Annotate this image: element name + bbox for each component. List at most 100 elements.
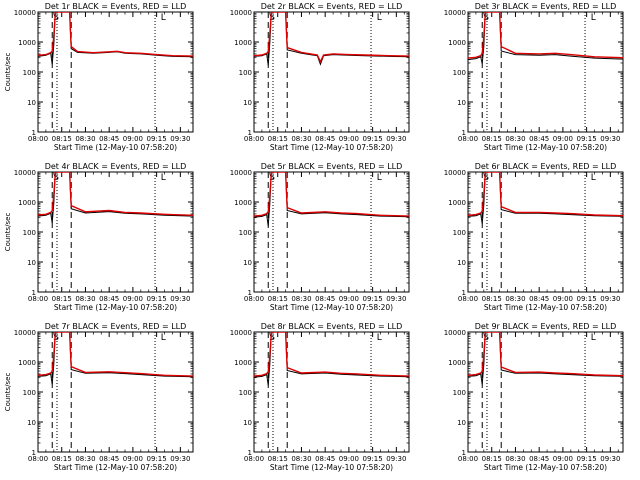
y-tick-label: 1000	[234, 39, 252, 47]
x-axis-label: Start Time (12-May-10 07:58:20)	[484, 303, 607, 312]
y-tick-label: 1000	[448, 199, 466, 207]
x-tick-label: 09:30	[600, 135, 620, 143]
y-tick-label: 1	[462, 449, 466, 457]
y-tick-label: 100	[453, 69, 466, 77]
series-group	[254, 12, 409, 66]
y-tick-label: 10000	[230, 329, 252, 337]
y-tick-label: 1	[462, 129, 466, 137]
x-tick-label: 08:15	[482, 455, 502, 463]
series-group	[468, 172, 623, 224]
marker-letter: L	[591, 13, 596, 23]
chart-title: Det 4r BLACK = Events, RED = LLD	[45, 162, 187, 171]
x-tick-label: 09:30	[170, 135, 190, 143]
x-tick-label: 09:00	[123, 135, 143, 143]
chart-title: Det 1r BLACK = Events, RED = LLD	[45, 2, 187, 11]
y-tick-label: 10000	[444, 169, 466, 177]
x-axis-label: Start Time (12-May-10 07:58:20)	[54, 143, 177, 152]
series-line-lld	[468, 332, 623, 377]
y-tick-label: 100	[453, 229, 466, 237]
chart-panel-4: Det 4r BLACK = Events, RED = LLD 1 10 100 10…	[4, 162, 194, 312]
chart-panel-2: Det 2r BLACK = Events, RED = LLD 1 10 100 10…	[230, 2, 410, 152]
y-tick-label: 1000	[234, 359, 252, 367]
chart-title: Det 2r BLACK = Events, RED = LLD	[261, 2, 403, 11]
marker-letter: S	[269, 13, 275, 23]
x-axis-label: Start Time (12-May-10 07:58:20)	[270, 143, 393, 152]
plot-frame	[467, 171, 624, 293]
y-tick-label: 1	[248, 289, 252, 297]
y-axis-label: Counts/sec	[4, 53, 12, 92]
x-tick-label: 08:00	[458, 295, 478, 303]
y-tick-label: 10	[457, 99, 466, 107]
x-axis-label: Start Time (12-May-10 07:58:20)	[484, 463, 607, 472]
x-tick-label: 08:45	[315, 455, 335, 463]
y-axis-label: Counts/sec	[4, 373, 12, 412]
marker-letter: L	[161, 333, 166, 343]
x-tick-label: 09:00	[123, 295, 143, 303]
x-tick-label: 08:15	[52, 135, 72, 143]
x-tick-label: 08:30	[75, 295, 95, 303]
plot-frame	[253, 331, 410, 453]
y-tick-label: 10	[243, 419, 252, 427]
y-tick-label: 10000	[14, 9, 36, 17]
x-tick-label: 08:00	[458, 135, 478, 143]
x-axis-label: Start Time (12-May-10 07:58:20)	[54, 463, 177, 472]
plot-frame	[467, 11, 624, 133]
chart-panel-3: Det 3r BLACK = Events, RED = LLD 1 10 100 10…	[444, 2, 624, 152]
x-tick-label: 09:30	[600, 455, 620, 463]
marker-letter: S	[53, 13, 59, 23]
y-tick-label: 1	[32, 449, 36, 457]
marker-letter: S	[483, 13, 489, 23]
y-tick-label: 1	[32, 289, 36, 297]
y-tick-label: 1	[248, 129, 252, 137]
series-group	[254, 172, 409, 226]
y-tick-label: 1	[248, 449, 252, 457]
x-tick-label: 08:00	[244, 455, 264, 463]
series-line-events	[254, 12, 409, 66]
x-tick-label: 09:00	[553, 295, 573, 303]
y-tick-label: 1	[462, 289, 466, 297]
plot-frame	[467, 331, 624, 453]
chart-panel-6: Det 6r BLACK = Events, RED = LLD 1 10 100 10…	[444, 162, 624, 312]
series-line-lld	[254, 12, 409, 64]
x-tick-label: 09:30	[600, 295, 620, 303]
chart-title: Det 5r BLACK = Events, RED = LLD	[261, 162, 403, 171]
marker-letter: S	[483, 333, 489, 343]
plot-frame	[253, 11, 410, 133]
series-line-events	[38, 172, 193, 224]
x-tick-label: 09:15	[577, 455, 597, 463]
x-tick-label: 08:45	[315, 135, 335, 143]
chart-panel-1: Det 1r BLACK = Events, RED = LLD 1 10 100 10…	[4, 2, 194, 152]
y-tick-label: 100	[239, 69, 252, 77]
x-tick-label: 09:15	[147, 455, 167, 463]
series-line-lld	[38, 12, 193, 57]
y-tick-label: 10	[457, 259, 466, 267]
y-tick-label: 100	[239, 229, 252, 237]
y-tick-label: 100	[23, 229, 36, 237]
chart-title: Det 7r BLACK = Events, RED = LLD	[45, 322, 187, 331]
series-line-lld	[254, 332, 409, 377]
series-line-lld	[38, 332, 193, 377]
x-tick-label: 08:45	[99, 295, 119, 303]
x-tick-label: 09:15	[147, 135, 167, 143]
chart-panel-9: Det 9r BLACK = Events, RED = LLD 1 10 100 10…	[444, 322, 624, 472]
chart-title: Det 6r BLACK = Events, RED = LLD	[475, 162, 617, 171]
series-group	[38, 12, 193, 65]
series-line-lld	[468, 172, 623, 217]
plot-frame	[253, 171, 410, 293]
x-axis-label: Start Time (12-May-10 07:58:20)	[54, 303, 177, 312]
x-tick-label: 08:15	[268, 135, 288, 143]
x-tick-label: 08:45	[99, 455, 119, 463]
marker-letter: S	[53, 173, 59, 183]
series-group	[254, 332, 409, 386]
x-tick-label: 08:15	[52, 295, 72, 303]
x-tick-label: 08:30	[291, 135, 311, 143]
marker-letter: L	[377, 173, 382, 183]
x-tick-label: 08:30	[291, 455, 311, 463]
x-tick-label: 09:00	[339, 455, 359, 463]
chart-panel-7: Det 7r BLACK = Events, RED = LLD 1 10 100 10…	[4, 322, 194, 472]
series-line-events	[38, 12, 193, 65]
x-tick-label: 08:15	[482, 295, 502, 303]
y-tick-label: 1000	[18, 359, 36, 367]
x-tick-label: 08:30	[75, 135, 95, 143]
